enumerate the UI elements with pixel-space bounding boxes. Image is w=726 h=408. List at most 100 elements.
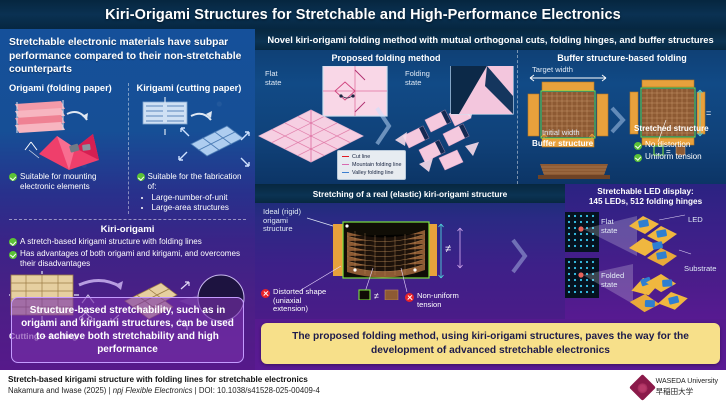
kirigami-block: Kirigami (cutting paper) <box>127 82 250 214</box>
legend-row: Mountain folding line <box>342 161 401 169</box>
origami-bullet-text: Suitable for mounting electronic element… <box>20 171 97 191</box>
nonuniform-line2: tension <box>417 299 442 309</box>
folding-state-label: Folding state <box>405 69 430 87</box>
buffer-sample-photo <box>538 164 610 179</box>
top-band-content: Proposed folding method Flat state Foldi… <box>255 50 726 184</box>
origami-bullet: Suitable for mounting electronic element… <box>9 172 122 192</box>
origami-illustration <box>9 96 122 170</box>
legend-row: Valley folding line <box>342 169 401 177</box>
distorted-line2: (uniaxial <box>273 295 302 305</box>
top-band: Novel kiri-origami folding method with m… <box>255 29 726 184</box>
buffer-structure-label: Buffer structure <box>532 139 594 148</box>
kiri-origami-bullets: A stretch-based kirigami structure with … <box>9 237 246 269</box>
page-title: Kiri-Origami Structures for Stretchable … <box>105 6 621 23</box>
flat-state-line2: state <box>265 77 282 87</box>
led-label: LED <box>688 215 703 224</box>
led-flat-line2: state <box>601 226 617 236</box>
check-icon <box>9 250 17 259</box>
buffer-bullet: Uniform tension <box>634 152 702 162</box>
logo-line1: WASEDA University <box>655 378 718 386</box>
check-icon <box>9 238 17 247</box>
stretched-structure-label: Stretched structure <box>634 124 709 133</box>
origami-svg <box>15 99 99 170</box>
stretching-structure-svg: ≠ ≠ <box>300 217 528 300</box>
ideal-label-line1: Ideal (rigid) <box>263 207 301 216</box>
origami-block: Origami (folding paper) <box>9 83 128 214</box>
kiri-origami-heading: Kiri-origami <box>100 223 155 235</box>
kirigami-sub-item: Large-area structures <box>152 203 247 214</box>
origami-kirigami-compare: Origami (folding paper) <box>9 82 250 214</box>
led-display-svg <box>565 212 692 313</box>
led-band: Stretchable LED display: 145 LEDs, 512 f… <box>565 184 726 319</box>
check-icon <box>634 153 642 162</box>
kiri-origami-bullet: A stretch-based kirigami structure with … <box>9 237 246 247</box>
buffer-bullet: No distortion <box>634 140 702 150</box>
proposed-folding-method: Proposed folding method Flat state Foldi… <box>255 50 517 184</box>
ideal-label-line2: origami <box>263 215 288 225</box>
led-heading-line1: Stretchable LED display: <box>597 187 694 196</box>
kirigami-bullet: Suitable for the fabrication of: <box>136 171 247 192</box>
legend-label-mountain-folding-line: Mountain folding line <box>352 161 402 168</box>
svg-text:=: = <box>706 108 711 118</box>
initial-width-label: Initial width <box>542 128 580 137</box>
left-panel: Stretchable electronic materials have su… <box>0 29 255 370</box>
led-folded-line2: state <box>601 280 624 290</box>
kirigami-bullet-text: Suitable for the fabrication of: <box>147 171 242 191</box>
conclusion-box: The proposed folding method, using kiri-… <box>261 323 720 364</box>
buffer-structure-folding: Buffer structure-based folding Target wi… <box>517 50 726 184</box>
left-callout-text: Structure-based stretchability, such as … <box>21 305 234 355</box>
footer-text: Stretch-based kirigami structure with fo… <box>8 374 633 397</box>
buffer-bullets: No distortion Uniform tension <box>634 138 702 162</box>
kiri-origami-bullet-text: A stretch-based kirigami structure with … <box>20 236 202 246</box>
buffer-structure-svg: = = <box>527 74 711 156</box>
kirigami-illustration <box>137 96 250 170</box>
flat-state-label-led: Flat state <box>601 217 617 236</box>
non-uniform-tension-annotation: Non-uniform tension <box>405 291 459 309</box>
waseda-logo: WASEDA University 早稲田大学 <box>628 374 718 401</box>
left-lead-text: Stretchable electronic materials have su… <box>9 37 242 76</box>
svg-text:=: = <box>666 147 671 156</box>
proposed-folding-title: Proposed folding method <box>331 53 441 63</box>
waseda-mark-icon <box>628 374 656 401</box>
footer: Stretch-based kirigami structure with fo… <box>0 370 726 408</box>
folding-state-line1: Folding <box>405 69 430 78</box>
folding-state-line2: state <box>405 77 422 87</box>
legend-swatch-cut-line <box>342 156 349 158</box>
kirigami-svg <box>142 96 250 167</box>
led-folded-line1: Folded <box>601 271 624 281</box>
left-callout-box: Structure-based stretchability, such as … <box>11 297 244 363</box>
proposed-folding-svg <box>258 66 514 172</box>
check-icon <box>634 141 642 150</box>
legend-swatch-valley-folding-line <box>342 172 349 174</box>
buffer-bullet-text: No distortion <box>645 140 691 149</box>
footer-line2: Nakamura and Iwase (2025) | npj Flexible… <box>8 385 633 396</box>
mid-band-heading: Stretching of a real (elastic) kiri-orig… <box>312 188 508 199</box>
footer-citation-prefix: Nakamura and Iwase (2025) | <box>8 386 113 396</box>
cross-icon <box>405 293 414 302</box>
left-divider <box>9 218 246 220</box>
top-band-heading: Novel kiri-origami folding method with m… <box>267 34 714 45</box>
ideal-origami-label: Ideal (rigid) origami structure <box>263 207 301 234</box>
legend-row: Cut line <box>342 153 401 161</box>
target-width-label: Target width <box>532 65 573 74</box>
distorted-line3: extension) <box>273 304 309 314</box>
led-heading-line2: 145 LEDs, 512 folding hinges <box>588 197 703 206</box>
flat-state-line1: Flat <box>265 69 278 78</box>
kiri-origami-bullet: Has advantages of both origami and kirig… <box>9 249 246 269</box>
conclusion-text: The proposed folding method, using kiri-… <box>292 331 689 356</box>
ideal-label-line3: structure <box>263 224 293 234</box>
flat-state-label: Flat state <box>265 69 282 87</box>
logo-line2: 早稲田大学 <box>655 387 694 397</box>
legend-swatch-mountain-folding-line <box>342 164 349 166</box>
footer-doi: | DOI: 10.1038/s41528-025-00409-4 <box>192 386 320 396</box>
check-icon <box>136 173 145 182</box>
check-icon <box>9 173 17 182</box>
top-band-header: Novel kiri-origami folding method with m… <box>255 29 726 50</box>
kiri-origami-bullet-text: Has advantages of both origami and kirig… <box>20 249 240 269</box>
fold-line-legend: Cut line Mountain folding line Valley fo… <box>337 149 407 180</box>
origami-heading: Origami (folding paper) <box>9 82 112 93</box>
right-panel: Novel kiri-origami folding method with m… <box>255 29 726 370</box>
kirigami-heading: Kirigami (cutting paper) <box>136 82 242 93</box>
svg-text:≠: ≠ <box>374 291 379 300</box>
poster-body: Stretchable electronic materials have su… <box>0 29 726 370</box>
